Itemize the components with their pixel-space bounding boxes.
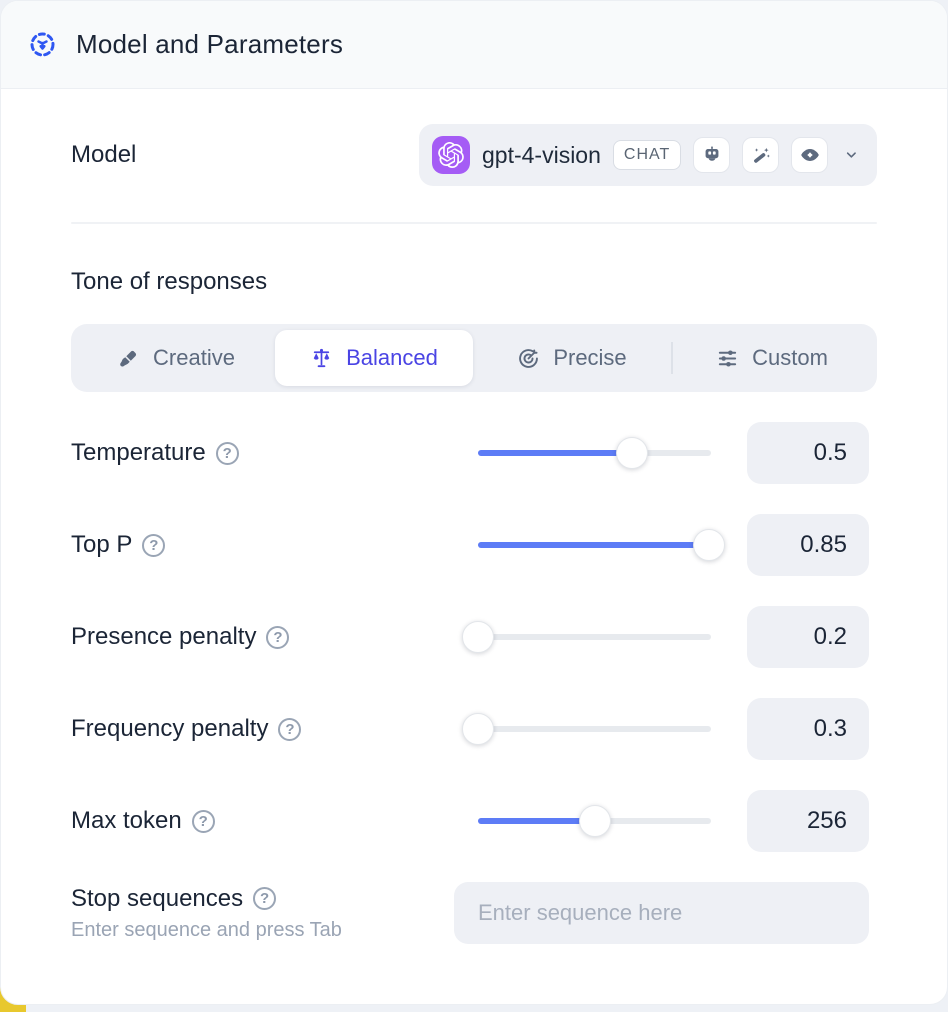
top-p-slider[interactable] — [478, 529, 725, 561]
section-divider — [71, 222, 877, 224]
help-icon[interactable]: ? — [253, 887, 277, 910]
parameter-row-presence-penalty: Presence penalty ? 0.2 — [71, 606, 877, 668]
model-row: Model gpt-4-vision CHAT — [71, 124, 877, 186]
parameter-row-frequency-penalty: Frequency penalty ? 0.3 — [71, 698, 877, 760]
slider-thumb[interactable] — [692, 529, 725, 561]
tone-segmented-control: Creative Balanced — [71, 324, 877, 392]
frequency-penalty-value[interactable]: 0.3 — [747, 698, 869, 760]
tone-section-title: Tone of responses — [71, 268, 268, 295]
segment-divider — [671, 342, 673, 374]
help-icon[interactable]: ? — [142, 533, 166, 557]
openai-logo — [432, 136, 470, 174]
slider-thumb[interactable] — [615, 437, 648, 469]
model-select[interactable]: gpt-4-vision CHAT — [419, 124, 877, 186]
model-label: Model — [71, 141, 137, 168]
model-node-icon — [30, 32, 55, 57]
parameter-row-temperature: Temperature ? 0.5 — [71, 422, 877, 484]
stop-sequence-input[interactable] — [454, 882, 869, 944]
sliders-icon — [718, 349, 737, 367]
selected-model-name: gpt-4-vision — [482, 141, 601, 168]
tone-option-precise[interactable]: Precise — [473, 330, 671, 386]
stop-sequences-label: Stop sequences — [71, 884, 244, 912]
chevron-down-icon — [847, 152, 857, 158]
tone-option-label: Balanced — [346, 345, 438, 370]
parameter-row-max-token: Max token ? 256 — [71, 790, 877, 852]
top-p-value[interactable]: 0.85 — [747, 514, 869, 576]
parameter-label: Temperature — [71, 439, 206, 466]
help-icon[interactable]: ? — [266, 625, 290, 649]
panel-title: Model and Parameters — [76, 29, 344, 59]
frequency-penalty-slider[interactable] — [462, 713, 711, 745]
robot-icon — [693, 137, 731, 173]
stop-sequences-row: Stop sequences ? Enter sequence and pres… — [71, 882, 877, 944]
parameter-label: Frequency penalty — [71, 715, 269, 742]
slider-thumb[interactable] — [462, 713, 494, 745]
slider-thumb[interactable] — [462, 621, 494, 653]
slider-fill — [478, 818, 595, 824]
help-icon[interactable]: ? — [215, 441, 239, 465]
magic-wand-icon — [742, 137, 780, 173]
stop-sequences-hint: Enter sequence and press Tab — [71, 918, 342, 941]
slider-fill — [478, 450, 632, 456]
temperature-value[interactable]: 0.5 — [747, 422, 869, 484]
slider-track — [478, 634, 711, 640]
tone-option-creative[interactable]: Creative — [77, 330, 275, 386]
chat-type-badge: CHAT — [612, 140, 682, 170]
tone-option-balanced[interactable]: Balanced — [275, 330, 473, 386]
slider-fill — [478, 542, 709, 548]
target-icon — [519, 348, 539, 368]
tone-option-label: Creative — [153, 345, 235, 370]
tone-option-custom[interactable]: Custom — [673, 330, 871, 386]
balance-scale-icon — [313, 348, 330, 367]
paintbrush-icon — [120, 350, 137, 366]
help-icon[interactable]: ? — [191, 809, 215, 833]
presence-penalty-value[interactable]: 0.2 — [747, 606, 869, 668]
panel-header: Model and Parameters — [1, 1, 947, 89]
slider-track — [478, 726, 711, 732]
parameter-label: Top P — [71, 531, 133, 558]
slider-thumb[interactable] — [578, 805, 611, 837]
max-token-value[interactable]: 256 — [747, 790, 869, 852]
vision-eye-icon — [791, 137, 829, 173]
presence-penalty-slider[interactable] — [462, 621, 711, 653]
parameter-row-top-p: Top P ? 0.85 — [71, 514, 877, 576]
tone-option-label: Precise — [553, 345, 627, 370]
help-icon[interactable]: ? — [278, 717, 302, 741]
parameter-label: Max token — [71, 807, 182, 834]
temperature-slider[interactable] — [478, 437, 711, 469]
parameter-label: Presence penalty — [71, 623, 257, 650]
tone-option-label: Custom — [752, 345, 828, 370]
max-token-slider[interactable] — [478, 805, 711, 837]
